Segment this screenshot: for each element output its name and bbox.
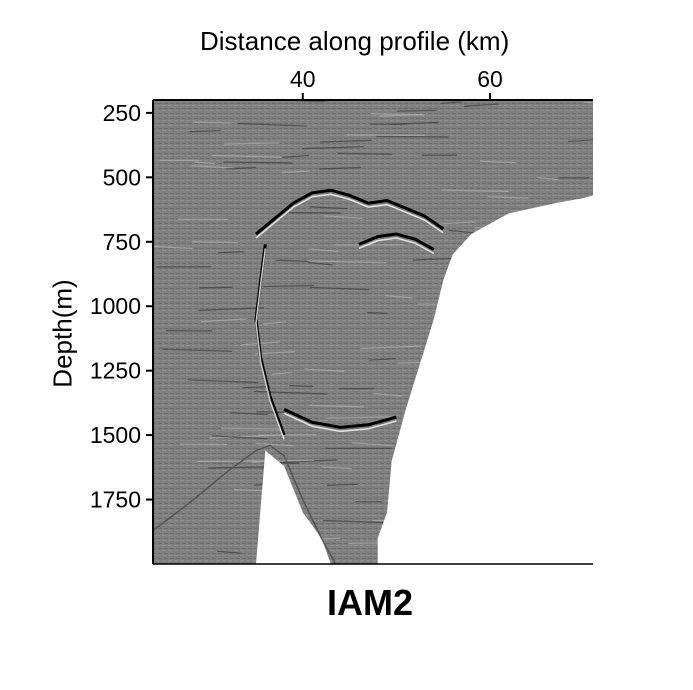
seismic-streak [309,206,348,210]
y-tick-label: 1500 [90,422,141,448]
y-tick-label: 1750 [90,487,141,513]
seismic-streak [241,341,280,346]
seismic-streak [194,161,216,165]
reflector-highlight [283,412,397,433]
seismic-streak [368,358,396,361]
seismic-streak [321,466,352,470]
seismic-streak [588,405,593,407]
seismic-streak [588,311,593,313]
seismic-streak [309,404,364,408]
seismic-streak [302,146,364,150]
seismic-streak [487,196,529,199]
seismic-streak [199,286,233,289]
seismic-streak [278,459,338,464]
seismic-streak [375,135,449,138]
y-tick-label: 500 [103,164,141,190]
seismic-streak [255,351,296,355]
seismic-streak [230,122,307,127]
seismic-streak [187,379,258,384]
seismic-streak [230,412,268,416]
seismic-streak [198,307,264,312]
lower-left-white-region [153,450,331,564]
seismic-streak [263,284,314,288]
seismic-streak [367,312,388,315]
seismic-streak [326,483,358,486]
seismic-streak [441,189,509,192]
y-tick-label: 750 [103,229,141,255]
seismic-streak [226,166,257,170]
seismic-streak [191,241,238,244]
seismic-streak [319,166,362,170]
seismic-streak [191,165,235,169]
y-tick-label: 250 [103,100,141,126]
seismic-streak [153,245,193,250]
x-tick-label: 60 [477,66,503,92]
seismic-streak [162,348,233,352]
seismic-streak [272,371,293,375]
seismic-streak [390,121,439,126]
seismic-streak [211,435,268,440]
seismic-streak [242,386,270,389]
seismic-streak [385,295,413,299]
seismic-streak [224,142,280,145]
seismic-streak [200,318,246,323]
seismic-streak [254,390,328,395]
blank-edge [153,444,337,564]
seismic-streak [373,392,403,397]
seismic-streak [322,519,385,524]
x-tick-label: 40 [290,66,316,92]
reflector-highlight [358,237,435,255]
seismic-streak [479,160,517,164]
panel-label: IAM2 [327,582,414,623]
reflector-inner-dome [358,232,435,251]
y-tick-label: 1000 [90,293,141,319]
seismic-streak [309,286,370,291]
seismic-streak [304,368,345,372]
seismic-streak [307,260,387,264]
seismic-streak [537,176,558,181]
plot-area [153,100,593,564]
reflector-dome-top [255,188,445,236]
x-axis-title: Distance along profile (km) [200,26,510,56]
reflector-highlight [255,193,444,239]
seismic-streak [217,251,245,254]
seismic-streak [217,550,243,554]
seismic-streak [567,139,593,143]
seismic-streak [289,384,314,387]
seismic-streak [262,321,287,325]
seismic-streak [434,221,476,225]
seismic-streak [255,442,294,447]
seismic-streak [220,427,283,430]
reflector-highlight [255,248,285,440]
seismic-streak [223,161,293,164]
seismic-streak [258,433,317,436]
seismic-streak [583,101,593,104]
seismic-streak [323,215,363,219]
seismic-streak [192,121,238,124]
seismic-streak [440,101,463,105]
seismic-streak [212,154,283,158]
seismic-streak [396,109,437,112]
seismic-streak [337,152,393,155]
right-white-region [377,195,593,564]
seismic-streak [320,139,372,143]
reflector-lower-arc [283,407,397,429]
seismic-streak [251,459,314,463]
seismic-streak [326,416,391,419]
seismic-streak [281,170,310,173]
seismic-streak [360,345,422,350]
seismic-streak [592,105,593,108]
seismic-streak [281,154,310,158]
seismic-streak [464,103,499,107]
y-tick-label: 1250 [90,358,141,384]
seismic-streak [308,248,338,253]
seismic-streak [307,261,333,266]
seismic-streak [351,442,392,447]
seismic-streak [370,113,425,116]
seismic-streak [189,129,221,133]
seismic-streak [275,259,310,263]
seismic-streak [196,460,273,463]
